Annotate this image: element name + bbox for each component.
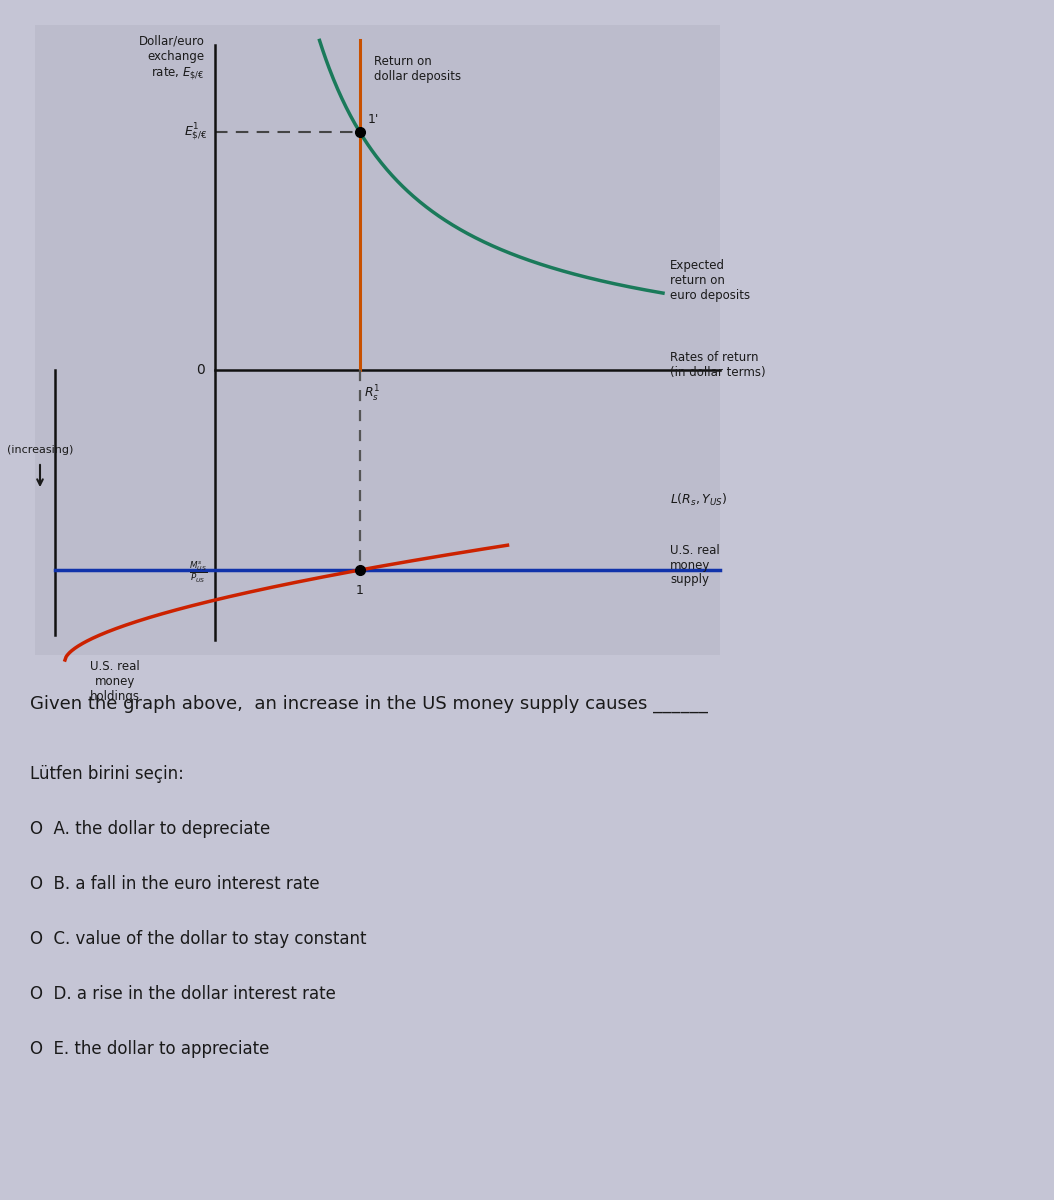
Text: $R^1_s$: $R^1_s$ (364, 384, 380, 404)
Text: U.S. real
money
supply: U.S. real money supply (670, 544, 720, 587)
Text: Rates of return
(in dollar terms): Rates of return (in dollar terms) (670, 350, 765, 379)
Text: $E^1_{\$/€}$: $E^1_{\$/€}$ (183, 121, 207, 143)
Bar (35, 25, 720, 655)
Text: 1: 1 (356, 584, 364, 596)
Text: Expected
return on
euro deposits: Expected return on euro deposits (670, 259, 750, 302)
Text: O  C. value of the dollar to stay constant: O C. value of the dollar to stay constan… (30, 930, 367, 948)
Text: $\frac{M^s_{US}}{P_{US}}$: $\frac{M^s_{US}}{P_{US}}$ (189, 559, 207, 584)
Text: Lütfen birini seçin:: Lütfen birini seçin: (30, 766, 183, 782)
Text: 1': 1' (368, 114, 379, 126)
Text: (increasing): (increasing) (6, 445, 73, 455)
Text: 0: 0 (196, 362, 204, 377)
Text: O  D. a rise in the dollar interest rate: O D. a rise in the dollar interest rate (30, 985, 336, 1003)
Text: Return on
dollar deposits: Return on dollar deposits (374, 55, 462, 83)
Text: O  A. the dollar to depreciate: O A. the dollar to depreciate (30, 820, 270, 838)
Text: $L(R_s, Y_{US})$: $L(R_s, Y_{US})$ (670, 492, 727, 508)
Text: Dollar/euro
exchange
rate, $E_{\$/€}$: Dollar/euro exchange rate, $E_{\$/€}$ (139, 35, 204, 82)
Text: Given the graph above,  an increase in the US money supply causes ______: Given the graph above, an increase in th… (30, 695, 708, 713)
Text: O  B. a fall in the euro interest rate: O B. a fall in the euro interest rate (30, 875, 319, 893)
Text: U.S. real
money
holdings: U.S. real money holdings (90, 660, 140, 703)
Text: O  E. the dollar to appreciate: O E. the dollar to appreciate (30, 1040, 270, 1058)
